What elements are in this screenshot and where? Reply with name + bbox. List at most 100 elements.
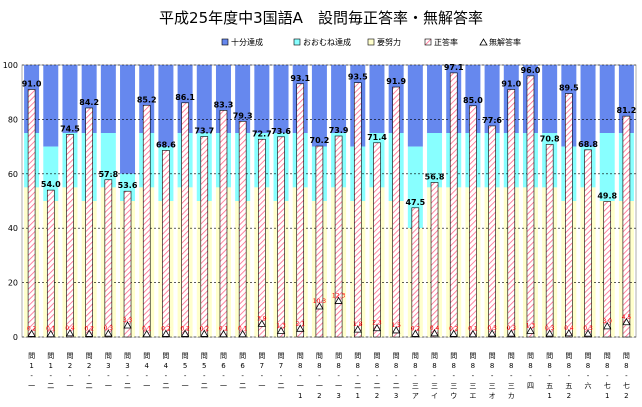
category-label: 三	[450, 382, 457, 390]
category-label: ‐	[625, 372, 628, 380]
category-label: 8	[317, 362, 321, 370]
bar-value-label: 72.7	[252, 129, 272, 138]
category-label: 問	[604, 352, 611, 360]
no-answer-marker	[603, 322, 612, 330]
bar-value-label: 56.8	[425, 173, 445, 182]
band-sufficient	[43, 65, 59, 147]
category-label: 二	[354, 382, 361, 390]
bar-value-label: 70.8	[540, 134, 560, 143]
y-tick-label: 80	[8, 115, 18, 124]
bar-correct-rate	[238, 121, 247, 338]
no-answer-marker	[545, 329, 554, 337]
legend: 十分達成 おおむね達成 要努力 正答率 無解答率	[221, 37, 521, 47]
bar-value-label: 68.6	[156, 140, 176, 149]
category-label: ‐	[491, 372, 494, 380]
legend-label: 無解答率	[489, 37, 521, 47]
category-label: 5	[183, 362, 187, 370]
category-label: 問	[105, 352, 112, 360]
no-answer-label: 0.2	[411, 325, 421, 332]
bar-correct-rate	[258, 138, 266, 338]
category-label: 問	[28, 352, 35, 360]
category-label: 三	[489, 382, 496, 390]
category-label: ‐	[395, 372, 398, 380]
category-label: 問	[220, 352, 227, 360]
category-label: 6	[240, 362, 245, 370]
category-label: 8	[586, 362, 590, 370]
category-label: 1	[49, 362, 53, 370]
bar-value-label: 97.1	[444, 63, 464, 72]
category-label: 2	[87, 362, 91, 370]
category-label: ウ	[450, 392, 457, 400]
band-mostly	[100, 133, 116, 188]
category-label: 問	[182, 352, 189, 360]
no-answer-marker	[449, 329, 458, 337]
bar-correct-rate	[603, 201, 612, 338]
no-answer-label: 0.4	[430, 325, 440, 332]
category-label: 一	[28, 382, 35, 390]
category-label: ‐	[30, 372, 33, 380]
no-answer-label: 0.1	[468, 326, 478, 333]
bar-value-label: 86.1	[175, 93, 195, 102]
category-label: ‐	[222, 372, 225, 380]
category-label: 問	[489, 352, 496, 360]
bar-value-label: 70.2	[310, 136, 330, 145]
bar-correct-rate	[123, 190, 132, 338]
category-label: 問	[546, 352, 553, 360]
band-sufficient	[407, 65, 423, 147]
category-label: 8	[547, 362, 551, 370]
category-label: 8	[375, 362, 379, 370]
category-label: ‐	[280, 372, 283, 380]
category-label: ‐	[126, 372, 129, 380]
legend-label: おおむね達成	[303, 37, 351, 47]
no-answer-label: 0.1	[219, 326, 229, 333]
category-label: ‐	[50, 372, 53, 380]
band-sufficient	[542, 65, 558, 133]
bar-value-label: 96.0	[521, 66, 541, 75]
category-label: ‐	[165, 372, 168, 380]
category-label: 二	[239, 382, 246, 390]
category-label: 2	[68, 362, 72, 370]
y-tick-label: 60	[8, 170, 18, 179]
category-label: ア	[412, 392, 419, 400]
no-answer-marker	[142, 329, 151, 338]
category-label: 問	[565, 352, 572, 360]
category-label: 一	[143, 382, 150, 390]
bar-correct-rate	[181, 102, 189, 338]
no-answer-label: 2.3	[372, 320, 382, 327]
y-tick-label: 20	[8, 279, 18, 288]
bar-correct-rate	[27, 89, 36, 338]
no-answer-label: 0.2	[449, 325, 459, 332]
no-answer-marker	[507, 329, 516, 337]
legend-swatch	[221, 38, 229, 46]
bar-correct-rate	[104, 179, 113, 338]
bar-correct-rate	[469, 105, 477, 338]
category-label: 問	[450, 352, 457, 360]
bar-value-label: 91.0	[22, 79, 42, 88]
no-answer-marker	[65, 329, 75, 337]
category-label: ‐	[510, 372, 513, 380]
no-answer-label: 1.8	[353, 321, 363, 328]
category-label: 問	[354, 352, 361, 360]
category-label: ‐	[433, 372, 436, 380]
no-answer-marker	[564, 329, 574, 337]
no-answer-label: 0.4	[564, 325, 574, 332]
category-label: 一	[258, 382, 265, 390]
category-label: 8	[567, 362, 571, 370]
band-sufficient	[427, 65, 443, 133]
no-answer-marker	[46, 329, 55, 338]
category-label: 6	[221, 362, 226, 370]
no-answer-marker	[219, 329, 228, 338]
category-label: ‐	[145, 372, 148, 380]
category-label: 二	[124, 382, 131, 390]
category-label: 7	[279, 362, 283, 370]
bar-correct-rate	[449, 72, 458, 338]
no-answer-marker	[180, 329, 190, 337]
category-label: 1	[356, 392, 360, 400]
band-sufficient	[158, 65, 174, 147]
bar-value-label: 73.7	[194, 127, 214, 136]
bar-value-label: 49.8	[597, 192, 617, 201]
category-label: 問	[297, 352, 304, 360]
category-label: エ	[469, 392, 476, 400]
band-sufficient	[254, 65, 270, 133]
band-sufficient	[580, 65, 596, 147]
